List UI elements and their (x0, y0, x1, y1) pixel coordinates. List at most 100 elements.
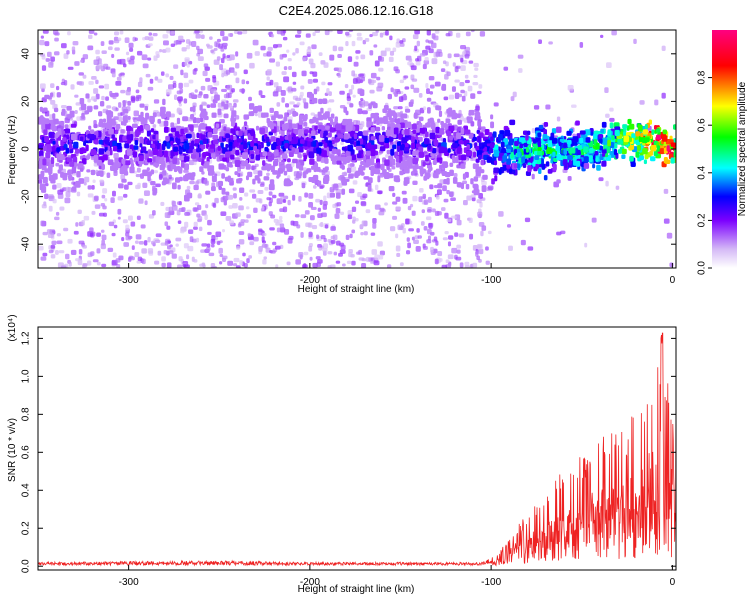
heat-cell (245, 175, 249, 181)
heat-cell (161, 256, 166, 262)
heat-cell (206, 45, 213, 49)
heat-cell (489, 143, 495, 149)
heat-cell (290, 123, 297, 129)
heat-cell (323, 130, 328, 136)
heat-cell (150, 181, 156, 186)
heat-cell (587, 155, 593, 163)
heat-cell (408, 58, 413, 62)
heat-cell (232, 99, 239, 103)
heat-cell (178, 82, 183, 89)
heat-cell (90, 169, 96, 176)
heat-cell (607, 139, 612, 147)
heat-cell (48, 62, 54, 68)
heat-cell (576, 160, 581, 167)
heat-cell (230, 114, 235, 121)
heat-cell (322, 204, 327, 210)
heat-cell (593, 133, 599, 141)
heat-cell (403, 93, 407, 101)
heat-cell (50, 157, 55, 165)
heat-cell (401, 113, 408, 119)
heat-cell (345, 124, 351, 132)
heat-cell (361, 263, 367, 268)
heat-cell (99, 179, 105, 183)
heat-cell (291, 147, 296, 153)
heat-cell (99, 65, 104, 70)
heat-cell (118, 102, 122, 108)
heat-cell (605, 180, 609, 187)
heat-cell (601, 160, 607, 167)
heat-cell (211, 243, 215, 248)
heat-cell (165, 73, 170, 78)
heat-cell (533, 105, 540, 110)
heat-cell (298, 252, 304, 258)
heat-cell (81, 220, 85, 226)
heat-cell (341, 176, 346, 184)
heat-cell (221, 88, 227, 92)
heat-cell (357, 131, 363, 137)
heat-cell (82, 74, 87, 79)
heat-cell (253, 169, 258, 175)
heat-cell (357, 191, 362, 198)
heat-cell (335, 207, 341, 214)
heat-cell (425, 173, 431, 178)
heat-cell (261, 206, 265, 211)
heat-cell (435, 147, 440, 152)
heat-cell (412, 150, 417, 156)
heat-cell (117, 196, 124, 201)
heat-cell (250, 140, 255, 147)
heat-cell (75, 222, 79, 227)
heat-cell (127, 139, 132, 144)
heat-cell (87, 106, 93, 113)
heat-cell (422, 193, 427, 200)
heat-cell (534, 150, 538, 156)
heat-cell (219, 131, 225, 137)
heat-cell (131, 245, 135, 251)
heat-cell (329, 192, 336, 198)
heat-cell (283, 66, 288, 71)
heat-cell (336, 156, 342, 162)
heat-cell (287, 158, 291, 163)
heat-cell (630, 161, 636, 167)
heat-cell (183, 169, 189, 173)
heat-cell (547, 168, 553, 174)
heat-cell (372, 218, 377, 224)
heat-cell (351, 40, 356, 47)
heat-cell (115, 258, 121, 263)
heat-cell (293, 148, 299, 155)
heat-cell (186, 192, 193, 199)
heat-cell (88, 34, 93, 40)
heat-cell (215, 123, 220, 129)
heat-cell (107, 247, 114, 253)
heat-cell (141, 54, 148, 61)
heat-cell (670, 142, 676, 147)
heat-cell (148, 151, 154, 157)
heat-cell (297, 146, 304, 153)
heat-cell (179, 88, 184, 94)
heat-cell (74, 61, 80, 66)
heat-cell (134, 240, 139, 244)
heat-cell (287, 86, 293, 92)
heat-cell (442, 185, 447, 192)
heat-cell (353, 61, 359, 67)
heat-cell (556, 126, 562, 133)
heat-cell (159, 164, 165, 171)
heat-cell (433, 35, 439, 41)
heat-cell (234, 159, 241, 167)
heat-cell (298, 128, 303, 135)
heat-cell (88, 81, 94, 85)
heat-cell (226, 161, 233, 168)
spectrogram-x-ticks: -300 -200 -100 0 (119, 263, 676, 286)
heat-cell (274, 149, 279, 157)
heat-cell (673, 124, 676, 130)
heat-cell (88, 30, 95, 34)
heat-cell (323, 62, 329, 68)
heat-cell (133, 145, 139, 150)
heat-cell (408, 101, 414, 107)
heat-cell (346, 260, 352, 265)
heat-cell (392, 144, 397, 149)
heat-cell (395, 206, 402, 211)
heat-cell (321, 81, 326, 86)
heat-cell (422, 63, 427, 70)
heat-cell (349, 103, 354, 108)
heat-cell (87, 98, 91, 103)
